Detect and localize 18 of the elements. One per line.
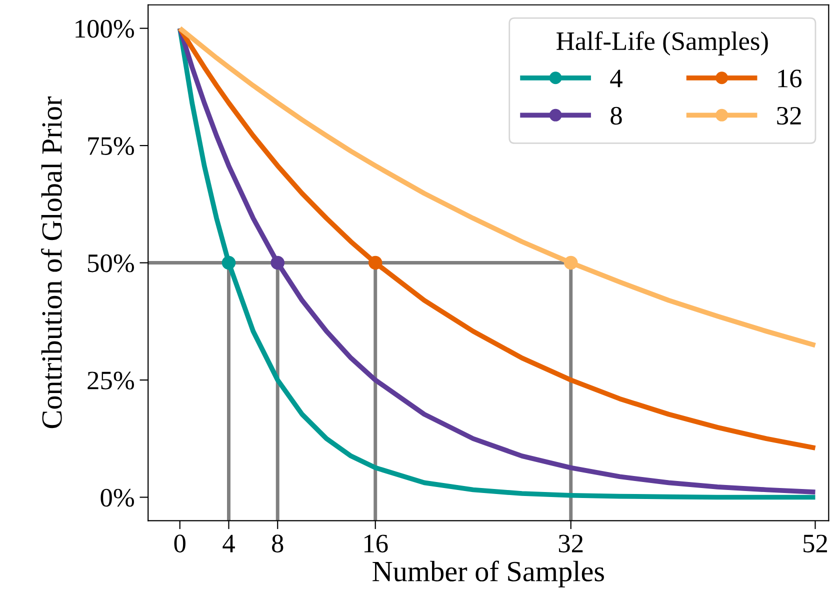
legend-title: Half-Life (Samples) — [556, 31, 768, 56]
y-tick-label: 75% — [88, 137, 134, 156]
x-tick-label: 52 — [804, 534, 827, 552]
x-tick-label: 16 — [364, 534, 388, 552]
y-axis-title: Contribution of Global Prior — [41, 96, 62, 428]
y-tick-label: 0% — [100, 488, 134, 507]
y-tick-label: 25% — [88, 372, 134, 390]
x-tick-label: 8 — [272, 534, 284, 552]
x-axis-title: Number of Samples — [372, 560, 604, 588]
legend-label: 32 — [777, 106, 801, 125]
legend-label: 8 — [610, 106, 622, 125]
legend-label: 4 — [610, 70, 622, 88]
x-tick-label: 0 — [174, 534, 186, 552]
y-tick-label: 100% — [76, 20, 134, 38]
legend-label: 16 — [778, 70, 802, 88]
y-tick-label: 50% — [88, 254, 134, 272]
x-tick-label: 32 — [558, 534, 583, 552]
x-tick-label: 4 — [222, 534, 235, 552]
